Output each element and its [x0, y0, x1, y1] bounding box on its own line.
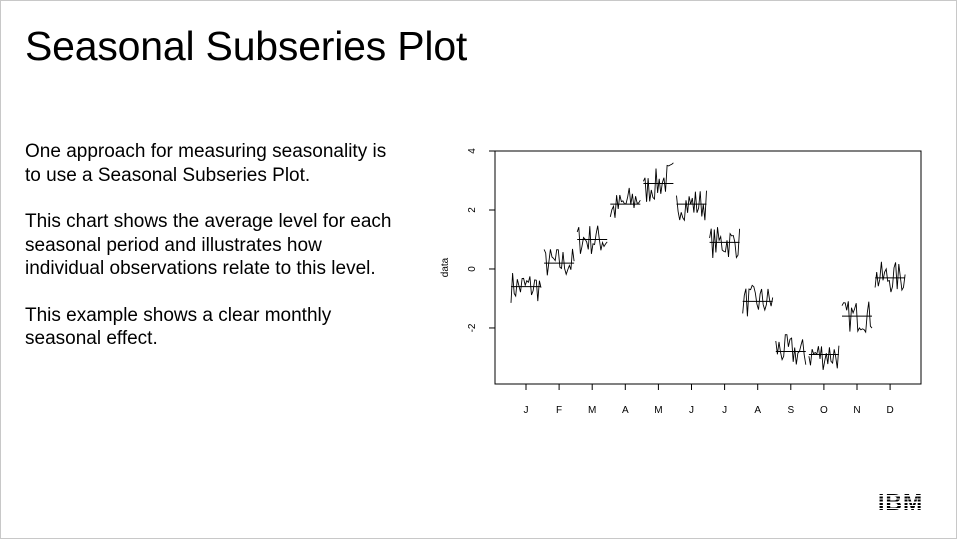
seasonal-subseries-chart: data 4 2 0 -2 J F M A M J J A S O N D	[440, 148, 922, 416]
x-tick-label-d: D	[886, 405, 893, 416]
subseries-10	[841, 301, 873, 334]
month-observations	[808, 345, 840, 370]
y-axis: 4 2 0 -2	[467, 148, 495, 332]
subseries-2	[576, 225, 608, 254]
x-tick-label-j: J	[524, 405, 529, 416]
subseries-0	[510, 272, 542, 303]
month-observations	[874, 261, 906, 293]
y-tick-label: 2	[467, 207, 478, 213]
paragraph-intro: One approach for measuring seasonality i…	[25, 141, 387, 186]
x-tick-label-n: N	[853, 405, 860, 416]
month-observations	[709, 227, 741, 259]
month-observations	[676, 190, 707, 222]
x-tick-label-j: J	[722, 405, 727, 416]
subseries-8	[775, 334, 807, 365]
subseries-group	[510, 162, 906, 370]
x-tick-label-f: F	[556, 405, 562, 416]
x-tick-label-m: M	[654, 405, 662, 416]
subseries-9	[808, 345, 840, 370]
subseries-11	[874, 261, 906, 293]
subseries-7	[742, 284, 774, 317]
subseries-3	[609, 187, 641, 218]
x-tick-label-a: A	[622, 405, 629, 416]
month-observations	[576, 225, 608, 254]
x-tick-label-j: J	[689, 405, 694, 416]
subseries-1	[543, 248, 575, 276]
subseries-5	[676, 190, 707, 222]
x-tick-label-o: O	[820, 405, 828, 416]
x-tick-label-s: S	[787, 405, 794, 416]
y-axis-label: data	[440, 257, 451, 277]
month-observations	[642, 162, 674, 202]
y-tick-label: 4	[467, 148, 478, 154]
x-tick-label-a: A	[754, 405, 761, 416]
month-observations	[841, 301, 873, 334]
plot-frame	[494, 150, 922, 385]
month-observations	[543, 248, 575, 276]
y-tick-label: -2	[467, 323, 478, 332]
slide-title: Seasonal Subseries Plot	[25, 23, 468, 69]
month-observations	[510, 272, 542, 303]
subseries-6	[709, 227, 741, 259]
month-observations	[775, 334, 807, 365]
logo-text: IBM	[878, 490, 934, 514]
subseries-4	[642, 162, 674, 202]
ibm-logo: IBM	[878, 490, 934, 514]
paragraph-example: This example shows a clear monthly seaso…	[25, 304, 332, 350]
slide-body: One approach for measuring seasonality i…	[25, 140, 405, 374]
y-tick-label: 0	[467, 266, 478, 272]
x-tick-label-m: M	[588, 405, 596, 416]
paragraph-explanation: This chart shows the average level for e…	[25, 211, 392, 279]
month-observations	[609, 187, 641, 218]
month-observations	[742, 284, 774, 317]
